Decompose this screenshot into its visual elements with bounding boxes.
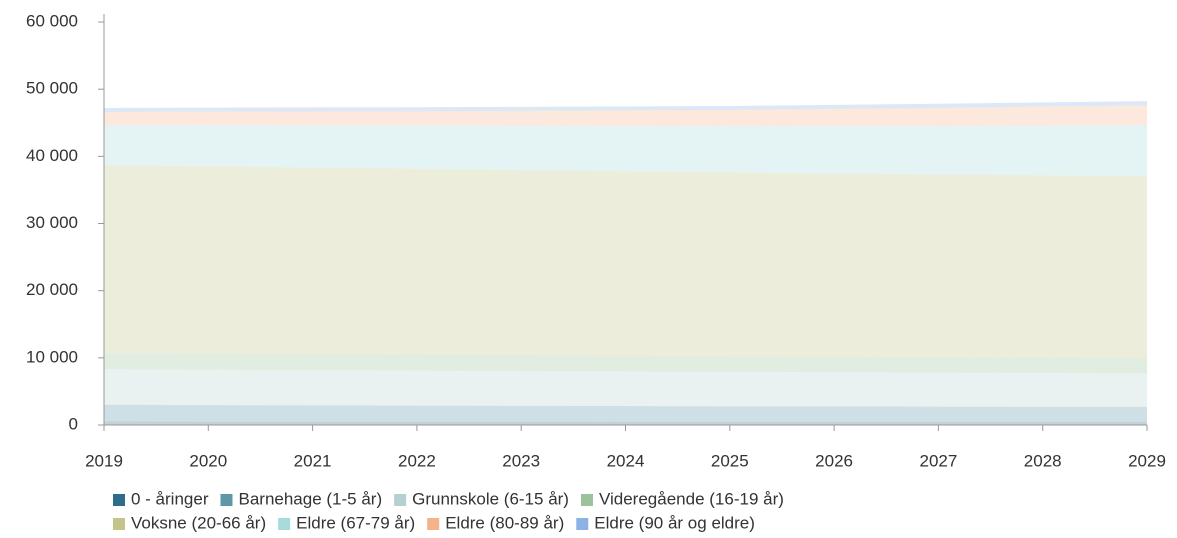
legend-label: Eldre (80-89 år) [445, 513, 564, 532]
legend-label: Eldre (67-79 år) [296, 513, 415, 532]
x-tick-label: 2027 [919, 451, 957, 470]
legend-swatch [394, 494, 407, 506]
y-tick-label: 60 000 [26, 11, 78, 30]
y-tick-label: 40 000 [26, 146, 78, 165]
legend-swatch [576, 518, 589, 530]
x-tick-label: 2028 [1024, 451, 1062, 470]
legend-label: Videregående (16-19 år) [599, 489, 784, 508]
legend-swatch [113, 494, 125, 506]
y-tick-label: 10 000 [26, 347, 78, 366]
area [104, 353, 1147, 374]
area [104, 101, 1147, 113]
x-tick-label: 2023 [502, 451, 540, 470]
x-tick-label: 2024 [607, 451, 645, 470]
legend-swatch [113, 518, 125, 530]
legend-label: Eldre (90 år og eldre) [594, 513, 755, 532]
area [104, 125, 1147, 177]
x-tick-label: 2020 [189, 451, 227, 470]
x-tick-label: 2026 [815, 451, 853, 470]
x-tick-label: 2025 [711, 451, 749, 470]
legend-swatch [278, 518, 291, 530]
x-tick-label: 2029 [1128, 451, 1166, 470]
legend-swatch [427, 518, 440, 530]
y-tick-label: 30 000 [26, 213, 78, 232]
area [104, 421, 1147, 425]
legend-swatch [220, 494, 233, 506]
area [104, 369, 1147, 407]
legend-swatch [580, 494, 593, 506]
area [104, 105, 1147, 127]
area [104, 404, 1147, 422]
legend-label: Voksne (20-66 år) [131, 513, 266, 532]
legend-label: Barnehage (1-5 år) [238, 489, 382, 508]
y-tick-label: 50 000 [26, 79, 78, 98]
legend-label: Grunnskole (6-15 år) [412, 489, 569, 508]
x-tick-label: 2021 [294, 451, 332, 470]
x-tick-label: 2022 [398, 451, 436, 470]
y-tick-label: 0 [69, 414, 78, 433]
area [104, 165, 1147, 358]
x-tick-label: 2019 [85, 451, 123, 470]
legend-label: 0 - åringer [131, 489, 209, 508]
y-tick-label: 20 000 [26, 280, 78, 299]
